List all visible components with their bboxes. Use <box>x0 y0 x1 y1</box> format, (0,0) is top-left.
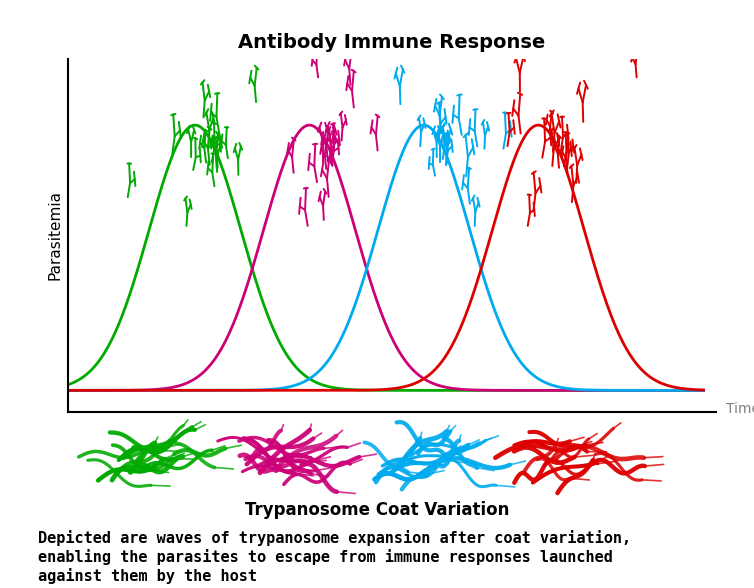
Text: Time: Time <box>726 402 754 416</box>
Text: Depicted are waves of trypanosome expansion after coat variation,
enabling the p: Depicted are waves of trypanosome expans… <box>38 530 631 583</box>
Text: Trypanosome Coat Variation: Trypanosome Coat Variation <box>245 501 509 519</box>
Y-axis label: Parasitemia: Parasitemia <box>48 190 63 280</box>
Title: Antibody Immune Response: Antibody Immune Response <box>238 33 546 52</box>
